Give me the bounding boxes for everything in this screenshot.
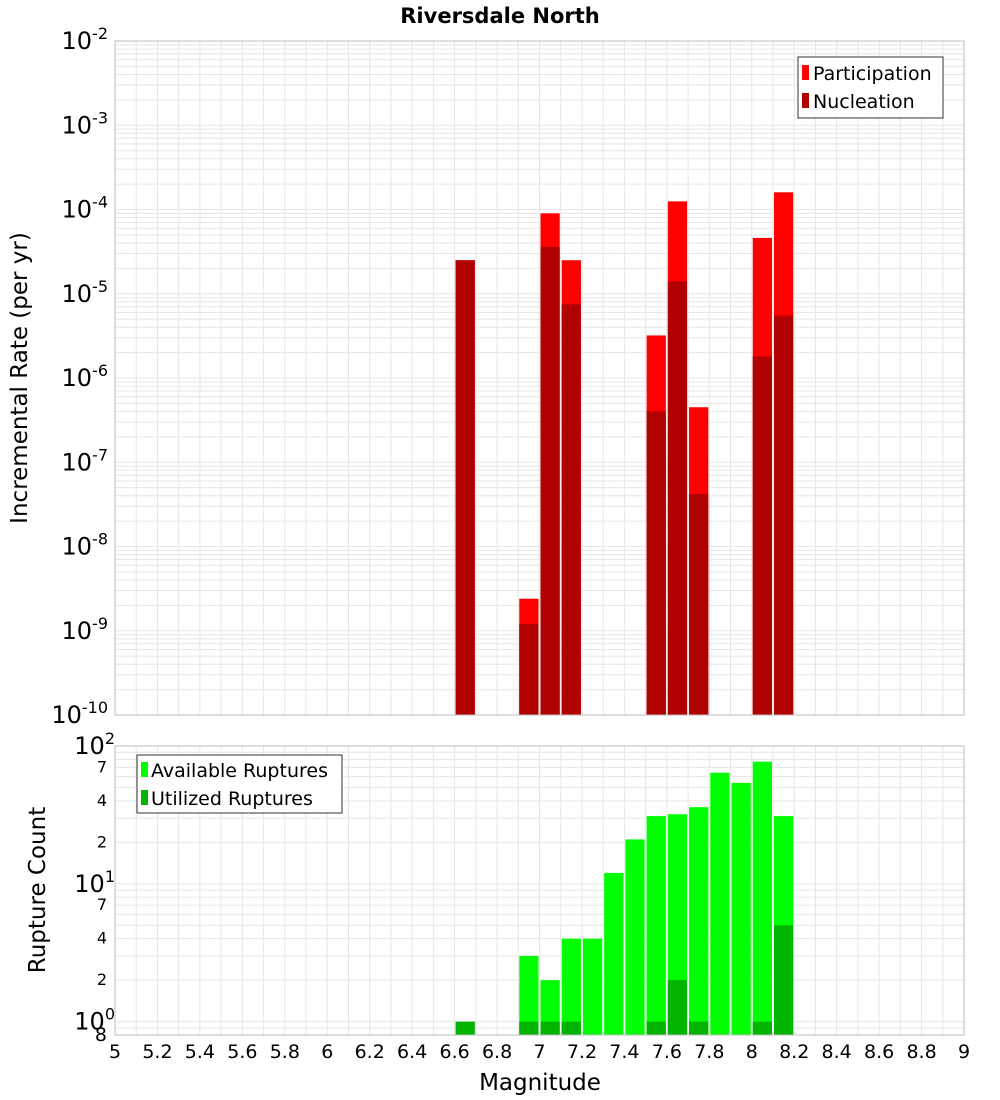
available-ruptures-bar [689, 807, 709, 1035]
count-y-minor-label: 4 [97, 929, 107, 948]
rate-y-axis-title: Incremental Rate (per yr) [7, 232, 33, 524]
count-legend-box [136, 754, 343, 814]
nucleation-bar [773, 315, 794, 715]
magnitude-x-tick-label: 6.8 [482, 1041, 512, 1063]
nucleation-bar [689, 493, 709, 715]
rate-y-tick-label: 10-9 [62, 614, 109, 645]
available-ruptures-bar [519, 955, 539, 1035]
count-y-minor-label: 7 [97, 895, 107, 914]
nucleation-bar [455, 260, 475, 715]
magnitude-x-tick-label: 7.6 [652, 1041, 682, 1063]
count-y-tick-labels: 100 101 102 8 2 4 7 2 4 7 [74, 729, 115, 1046]
utilized-ruptures-bar [773, 925, 794, 1035]
magnitude-x-tick-label: 8.2 [779, 1041, 809, 1063]
rate-y-tick-label: 10-10 [51, 698, 108, 729]
magnitude-x-axis-title: Magnitude [479, 1070, 601, 1096]
utilized-ruptures-bar [667, 980, 688, 1035]
rate-y-tick-labels: 10-10 10-9 10-8 10-7 10-6 10-5 10-4 10-3 10-2 [51, 24, 108, 729]
magnitude-x-tick-label: 8.8 [906, 1041, 936, 1063]
available-ruptures-bar [667, 814, 688, 1035]
magnitude-x-tick-label: 8.6 [864, 1041, 894, 1063]
participation-legend-swatch [802, 65, 809, 80]
available-ruptures-bar [710, 772, 730, 1035]
utilized-legend-label: Utilized Ruptures [151, 788, 313, 810]
utilized-ruptures-bar [455, 1021, 475, 1035]
count-y-minor-label: 7 [97, 757, 107, 776]
utilized-ruptures-bar [689, 1021, 709, 1035]
magnitude-x-tick-labels: 5 5.2 5.4 5.6 5.8 6 6.2 6.4 6.6 6.8 7 7.2 7.4 7.6 7.8 8… [109, 1041, 970, 1063]
utilized-ruptures-bar [752, 1021, 772, 1035]
count-y-minor-label: 2 [97, 832, 107, 851]
nucleation-bar [519, 624, 539, 715]
utilized-ruptures-bar [561, 1021, 581, 1035]
magnitude-x-tick-label: 7.2 [567, 1041, 597, 1063]
rate-plot-frame [114, 40, 965, 716]
available-ruptures-bar [625, 839, 645, 1035]
magnitude-x-tick-label: 5.6 [227, 1041, 257, 1063]
count-y-major-label: 101 [74, 867, 115, 898]
count-bars [455, 761, 794, 1035]
magnitude-x-tick-label: 7.8 [694, 1041, 724, 1063]
rate-y-tick-label: 10-5 [62, 277, 109, 308]
count-y-axis-title: Rupture Count [25, 807, 51, 973]
available-ruptures-bar [604, 872, 624, 1035]
available-ruptures-bar [731, 782, 751, 1035]
participation-legend-label: Participation [813, 63, 932, 85]
rate-gridlines [114, 41, 965, 716]
available-ruptures-bar [540, 980, 560, 1035]
count-y-minor-label: 8 [95, 1024, 107, 1046]
rate-legend: Participation Nucleation [797, 56, 944, 119]
rate-y-tick-label: 10-6 [62, 361, 109, 392]
utilized-ruptures-bar [540, 1021, 560, 1035]
available-legend-label: Available Ruptures [151, 760, 328, 782]
magnitude-x-tick-label: 5.4 [185, 1041, 215, 1063]
count-y-minor-label: 4 [97, 791, 107, 810]
utilized-legend-swatch [141, 790, 148, 805]
nucleation-bar [752, 356, 772, 715]
magnitude-x-tick-label: 5.8 [270, 1041, 300, 1063]
rate-legend-box [797, 56, 944, 119]
rate-y-tick-label: 10-7 [62, 445, 109, 476]
magnitude-x-tick-label: 5.2 [142, 1041, 172, 1063]
magnitude-x-tick-label: 5 [109, 1041, 121, 1063]
nucleation-bar [667, 281, 688, 715]
magnitude-x-tick-label: 6.6 [439, 1041, 469, 1063]
count-y-minor-label: 2 [97, 970, 107, 989]
available-ruptures-bar [561, 938, 581, 1035]
rate-y-tick-label: 10-3 [62, 108, 109, 139]
nucleation-legend-label: Nucleation [813, 91, 915, 113]
utilized-ruptures-bar [646, 1021, 666, 1035]
magnitude-x-tick-label: 9 [958, 1041, 970, 1063]
available-ruptures-bar [752, 761, 772, 1035]
magnitude-x-tick-label: 7.4 [609, 1041, 639, 1063]
magnitude-x-tick-label: 8.4 [822, 1041, 852, 1063]
magnitude-x-tick-label: 7 [533, 1041, 545, 1063]
nucleation-legend-swatch [802, 93, 809, 108]
available-ruptures-bar [646, 816, 666, 1035]
magnitude-x-tick-label: 6 [321, 1041, 333, 1063]
available-ruptures-bar [582, 938, 603, 1035]
rate-panel: 10-10 10-9 10-8 10-7 10-6 10-5 10-4 10-3 10-2 In… [7, 24, 965, 729]
magnitude-x-tick-label: 6.2 [355, 1041, 385, 1063]
count-plot-frame [114, 745, 965, 1036]
rate-y-tick-label: 10-8 [62, 530, 109, 561]
rate-y-tick-label: 10-4 [62, 193, 109, 224]
magnitude-x-tick-label: 6.4 [397, 1041, 427, 1063]
rate-y-tick-label: 10-2 [62, 24, 109, 55]
utilized-ruptures-bar [519, 1021, 539, 1035]
rate-bars [455, 192, 794, 716]
count-y-major-label: 100 [74, 1005, 115, 1036]
nucleation-bar [540, 246, 560, 715]
count-legend: Available Ruptures Utilized Ruptures [136, 754, 343, 814]
count-panel: 100 101 102 8 2 4 7 2 4 7 5 5.2 5.4 5.6 5.8 6 6.2 6.4 6.6… [25, 729, 970, 1096]
chart-title: Riversdale North [400, 4, 599, 28]
nucleation-bar [646, 411, 666, 715]
magnitude-x-tick-label: 8 [746, 1041, 758, 1063]
nucleation-bar [561, 304, 581, 715]
count-y-major-label: 102 [74, 729, 115, 760]
available-legend-swatch [141, 762, 148, 777]
